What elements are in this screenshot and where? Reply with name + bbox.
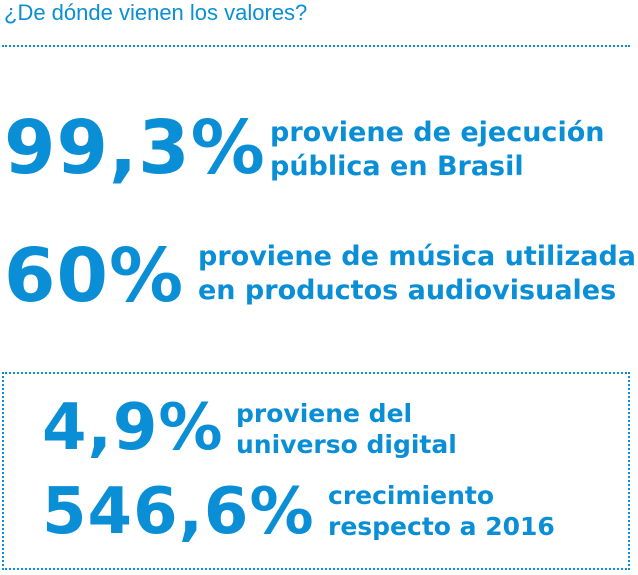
stat-description-growth: crecimiento respecto a 2016 — [328, 480, 555, 542]
stat-description-line: en productos audiovisuales — [198, 275, 617, 306]
stat-description-line: proviene de ejecución — [270, 117, 605, 148]
stat-value-execution: 99,3% — [4, 105, 266, 191]
stat-value-digital: 4,9% — [42, 391, 224, 465]
stat-description-line: universo digital — [236, 430, 457, 459]
stat-value-growth: 546,6% — [42, 475, 315, 549]
highlight-box — [2, 372, 630, 570]
stat-description-line: proviene del — [236, 399, 413, 428]
stat-description-execution: proviene de ejecución pública en Brasil — [270, 116, 604, 184]
stat-description-line: pública en Brasil — [270, 151, 524, 182]
page-title: ¿De dónde vienen los valores? — [4, 0, 308, 25]
stat-description-digital: proviene del universo digital — [236, 398, 457, 460]
dotted-divider — [2, 45, 630, 47]
stat-description-line: crecimiento — [328, 481, 494, 510]
stat-description-line: respecto a 2016 — [328, 512, 555, 541]
stat-value-audiovisual: 60% — [4, 233, 185, 319]
stat-description-line: proviene de música utilizada — [198, 241, 637, 272]
stat-description-audiovisual: proviene de música utilizada en producto… — [198, 240, 636, 308]
